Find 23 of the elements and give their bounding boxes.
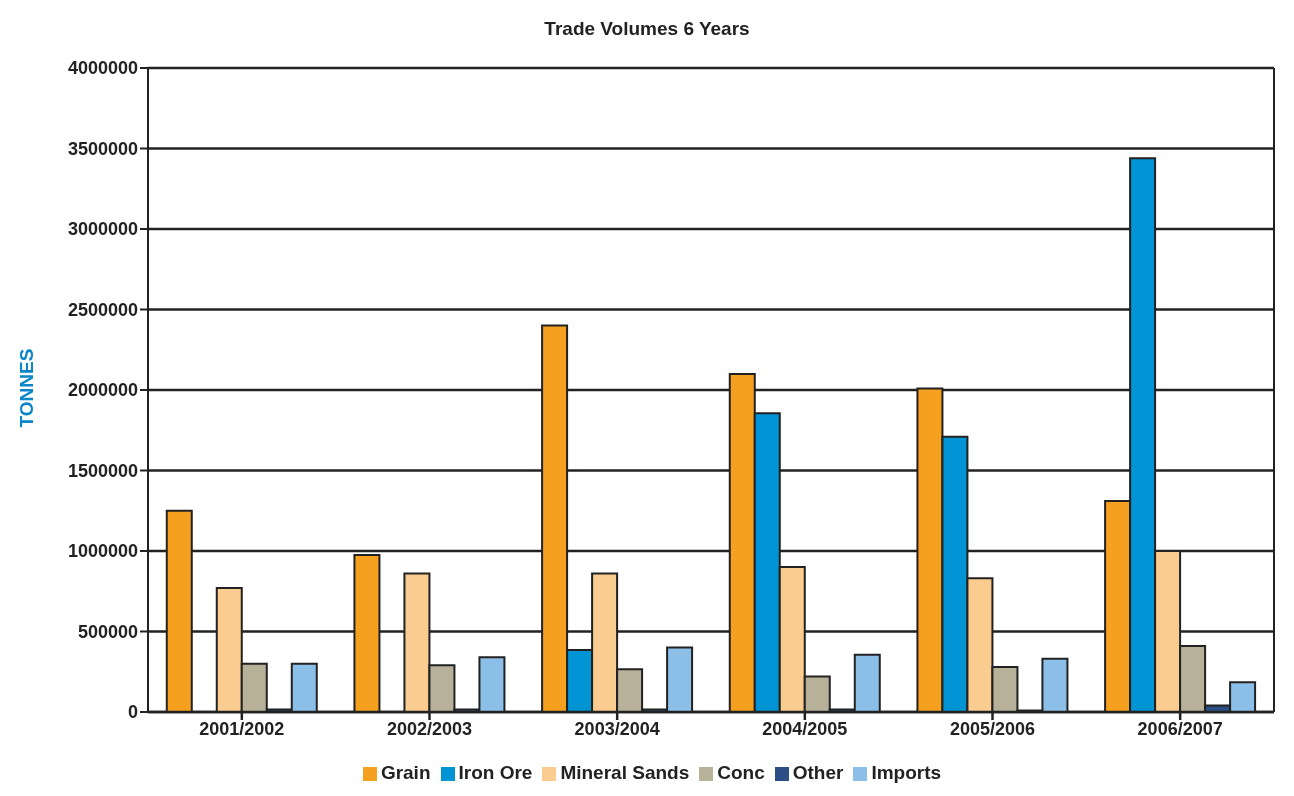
y-tick-label: 2500000 xyxy=(67,299,138,320)
y-axis-title: TONNES xyxy=(16,348,38,428)
legend-label: Imports xyxy=(871,762,942,783)
y-tick-label: 1000000 xyxy=(67,541,138,562)
y-tick-label: 2000000 xyxy=(67,380,138,401)
y-tick-label: 3000000 xyxy=(67,219,138,240)
legend-label: Mineral Sands xyxy=(560,762,690,783)
legend-label: Other xyxy=(792,762,844,783)
legend-label: Iron Ore xyxy=(458,762,533,783)
y-tick-label: 0 xyxy=(127,702,138,723)
x-tick-label: 2002/2003 xyxy=(386,718,473,739)
y-tick-label: 500000 xyxy=(77,621,138,642)
x-tick-label: 2004/2005 xyxy=(762,718,848,739)
x-tick-label: 2003/2004 xyxy=(574,718,660,739)
x-tick-label: 2005/2006 xyxy=(949,718,1036,739)
y-tick-label: 4000000 xyxy=(67,58,138,79)
legend-label: Grain xyxy=(380,762,431,783)
x-tick-label: 2001/2002 xyxy=(199,718,285,739)
y-tick-label: 3500000 xyxy=(67,138,138,159)
legend-label: Conc xyxy=(717,762,765,783)
y-tick-label: 1500000 xyxy=(67,460,138,481)
x-tick-label: 2006/2007 xyxy=(1137,718,1223,739)
chart-title: Trade Volumes 6 Years xyxy=(543,17,751,41)
